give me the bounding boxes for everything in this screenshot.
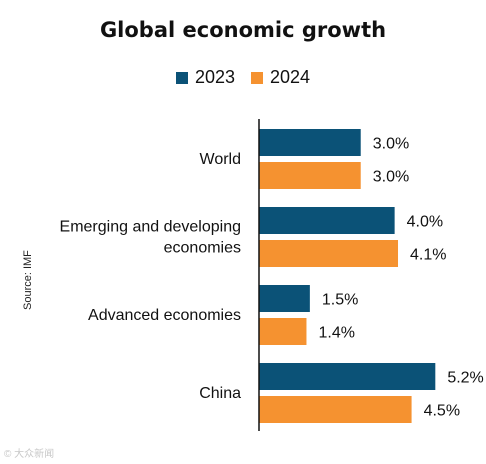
category-label-1-0: Emerging and developing: [60, 219, 241, 236]
data-label-2024-2: 1.4%: [318, 325, 354, 342]
chart-title: Global economic growth: [99, 18, 387, 42]
bar-2024-0: [259, 162, 361, 189]
data-label-2024-3: 4.5%: [424, 403, 460, 420]
data-label-2023-3: 5.2%: [447, 370, 483, 387]
bar-2024-1: [259, 240, 399, 267]
legend: 2023 2024: [0, 67, 486, 88]
bar-2023-3: [259, 363, 436, 390]
data-label-2023-0: 3.0%: [373, 136, 409, 153]
category-label-1-1: economies: [164, 240, 241, 257]
legend-label-2024: 2024: [270, 67, 311, 87]
bar-2023-1: [259, 207, 395, 234]
category-label-3-0: China: [199, 385, 241, 402]
bar-2023-2: [259, 285, 310, 312]
bar-2024-2: [259, 318, 307, 345]
legend-item-2024: 2024: [251, 67, 310, 88]
data-label-2024-0: 3.0%: [373, 169, 409, 186]
legend-item-2023: 2023: [175, 67, 235, 88]
data-label-2023-1: 4.0%: [407, 214, 443, 231]
legend-swatch-2023: [175, 71, 188, 84]
bar-2024-3: [259, 396, 412, 423]
data-label-2023-2: 1.5%: [322, 292, 358, 309]
category-label-2-0: Advanced economies: [88, 307, 241, 324]
data-label-2024-1: 4.1%: [410, 247, 446, 264]
watermark: © 大众新闻: [4, 449, 55, 460]
legend-swatch-2024: [251, 71, 263, 84]
bar-2023-0: [259, 129, 361, 156]
legend-label-2023: 2023: [194, 67, 235, 87]
category-label-0-0: World: [200, 151, 242, 168]
